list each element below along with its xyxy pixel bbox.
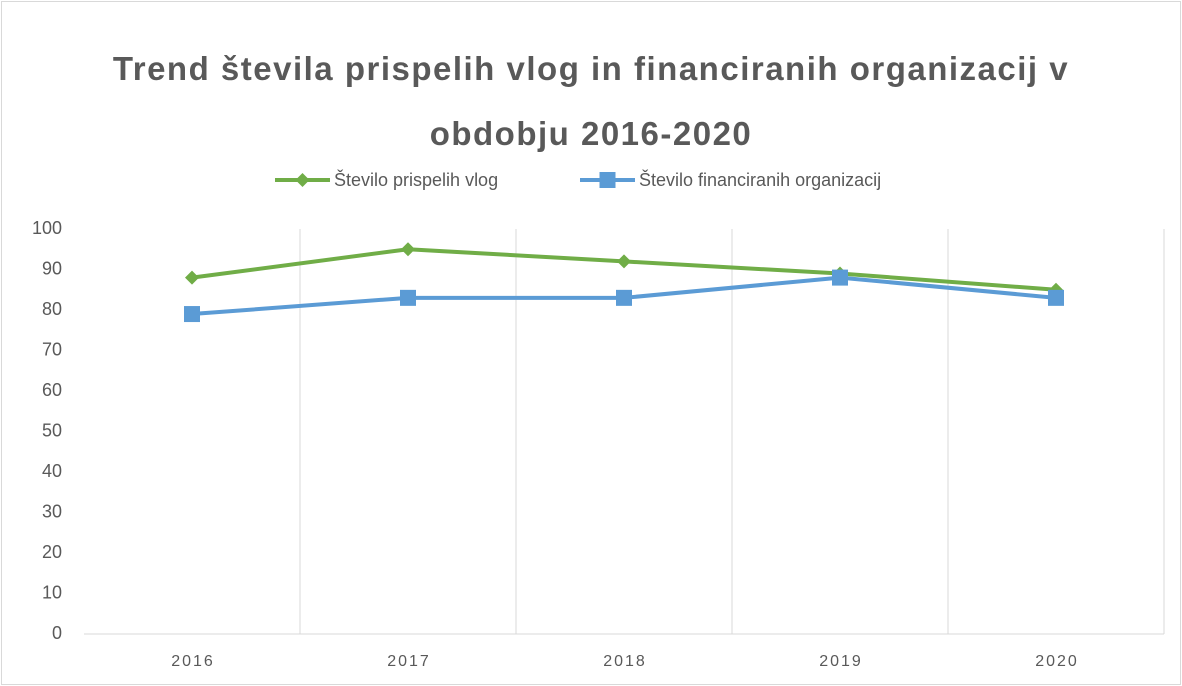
data-point	[401, 242, 415, 257]
data-point	[185, 270, 199, 285]
y-tick-label: 50	[42, 420, 62, 440]
y-tick-label: 70	[42, 339, 62, 359]
data-point	[617, 254, 631, 269]
legend-marker	[599, 172, 616, 188]
legend-marker	[295, 173, 310, 187]
data-point	[400, 289, 416, 306]
x-tick-label: 2018	[603, 653, 647, 670]
legend-label: Število prispelih vlog	[334, 169, 498, 190]
chart-title: Trend števila prispelih vlog in financir…	[112, 50, 1070, 152]
data-point	[832, 269, 848, 286]
x-tick-label: 2019	[819, 653, 863, 670]
x-tick-label: 2017	[387, 653, 431, 670]
y-tick-label: 0	[52, 623, 62, 643]
y-tick-label: 40	[42, 461, 62, 481]
x-tick-label: 2020	[1035, 653, 1079, 670]
y-tick-label: 60	[42, 380, 62, 400]
y-tick-label: 30	[42, 501, 62, 521]
x-tick-label: 2016	[171, 653, 215, 670]
y-tick-label: 90	[42, 258, 62, 278]
y-tick-label: 100	[32, 218, 62, 238]
y-tick-label: 80	[42, 299, 62, 319]
data-point	[616, 289, 632, 306]
legend-label: Število financiranih organizacij	[639, 169, 881, 190]
y-tick-label: 10	[42, 582, 62, 602]
data-point	[1048, 289, 1064, 306]
data-point	[184, 306, 200, 323]
y-tick-label: 20	[42, 542, 62, 562]
